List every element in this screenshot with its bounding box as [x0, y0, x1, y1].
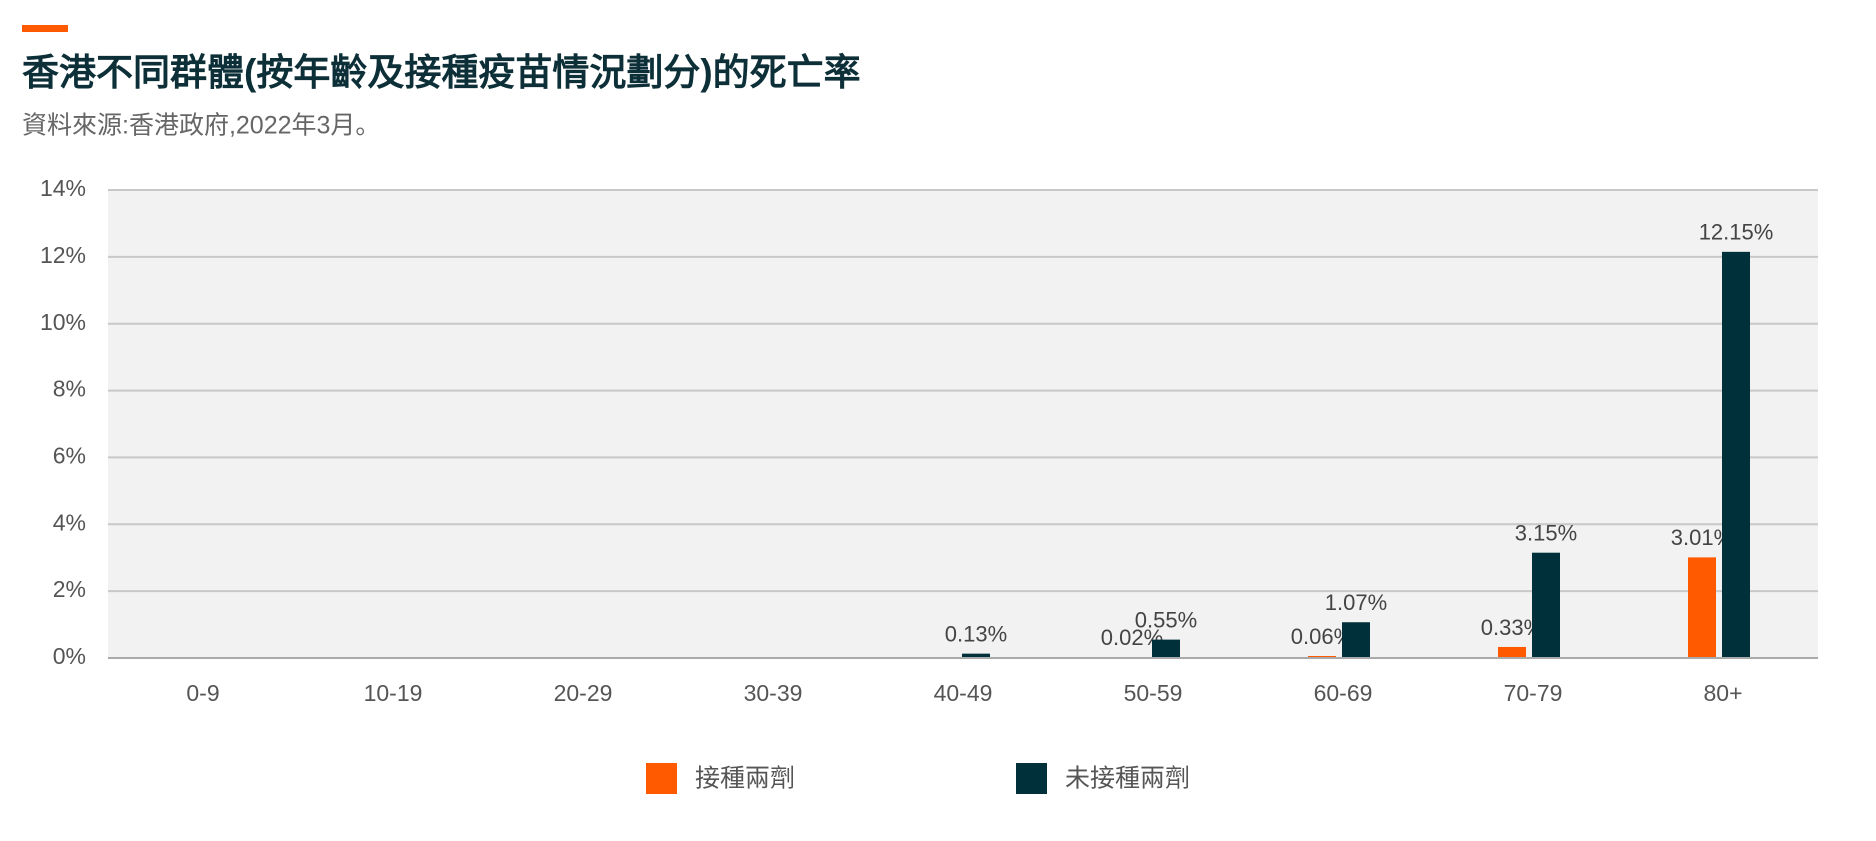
x-tick-label: 30-39	[744, 680, 803, 706]
y-tick-label: 12%	[40, 242, 86, 268]
bar	[1342, 622, 1370, 658]
bar	[1498, 646, 1526, 658]
x-tick-label: 50-59	[1124, 680, 1183, 706]
legend-label: 接種兩劑	[695, 765, 795, 793]
value-label: 0.13%	[945, 621, 1007, 646]
chart-subtitle: 資料來源:香港政府,2022年3月。	[22, 112, 380, 140]
y-tick-label: 0%	[53, 643, 86, 669]
bar	[1722, 251, 1750, 659]
x-tick-label: 60-69	[1314, 680, 1373, 706]
y-tick-label: 4%	[53, 509, 86, 535]
value-label: 1.07%	[1325, 590, 1387, 615]
accent-bar	[22, 25, 68, 32]
value-label: 12.15%	[1699, 220, 1774, 245]
bar	[1688, 557, 1716, 658]
y-tick-label: 6%	[53, 443, 86, 469]
x-tick-label: 80+	[1703, 680, 1742, 706]
value-label: 0.55%	[1135, 607, 1197, 632]
chart-title: 香港不同群體(按年齡及接種疫苗情況劃分)的死亡率	[22, 52, 861, 93]
value-label: 3.15%	[1515, 521, 1577, 546]
x-tick-label: 10-19	[364, 680, 423, 706]
plot-area	[108, 190, 1818, 658]
x-tick-label: 70-79	[1504, 680, 1563, 706]
x-tick-label: 0-9	[186, 680, 219, 706]
legend-swatch	[646, 763, 677, 794]
bar	[1308, 655, 1336, 658]
legend-swatch	[1016, 763, 1047, 794]
bar	[1532, 552, 1560, 658]
y-tick-label: 10%	[40, 309, 86, 335]
y-tick-label: 2%	[53, 576, 86, 602]
legend-label: 未接種兩劑	[1065, 765, 1190, 793]
x-tick-label: 20-29	[554, 680, 613, 706]
bar	[1152, 639, 1180, 658]
y-tick-label: 14%	[40, 175, 86, 201]
y-tick-label: 8%	[53, 376, 86, 402]
x-tick-label: 40-49	[934, 680, 993, 706]
bar	[962, 653, 990, 658]
